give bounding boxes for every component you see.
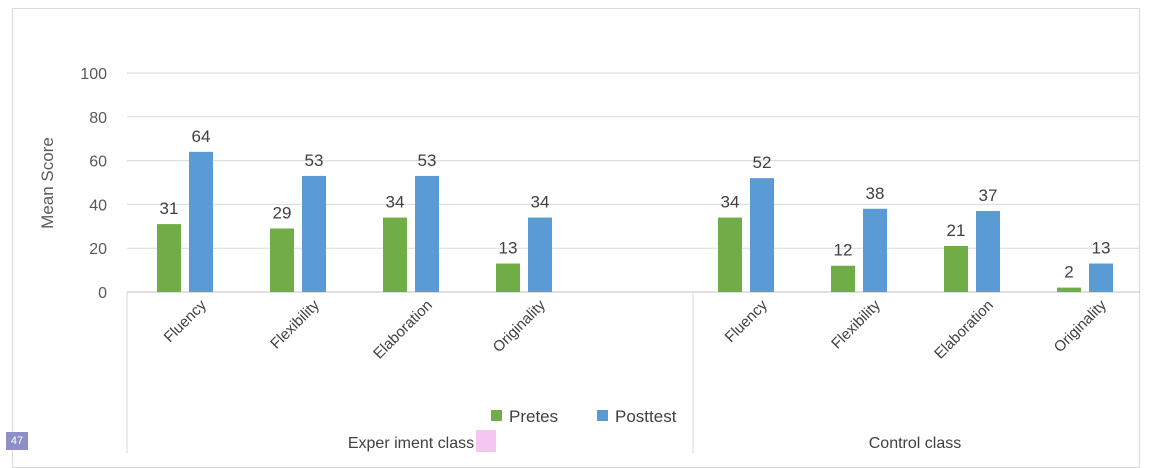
bar-pretes-7 (1057, 287, 1081, 292)
category-labels: Fluency Flexibility Elaboration Originality… (161, 296, 1111, 362)
bar-posttest-4 (750, 178, 774, 292)
bar-pretes-6 (944, 246, 968, 292)
bar-posttest-7 (1089, 263, 1113, 292)
bar-posttest-6 (976, 210, 1000, 292)
bars (157, 151, 1113, 292)
y-tick-label: 40 (89, 197, 107, 214)
bar-posttest-0 (189, 151, 213, 292)
highlight-mark (476, 430, 496, 452)
data-label: 53 (418, 151, 437, 170)
data-label: 52 (753, 153, 772, 172)
category-label: Originality (1051, 296, 1111, 356)
bar-pretes-3 (496, 263, 520, 292)
bar-posttest-2 (415, 175, 439, 292)
category-label: Fluency (161, 296, 211, 346)
data-label: 64 (192, 127, 211, 146)
data-label: 53 (305, 151, 324, 170)
data-label: 2 (1064, 263, 1073, 282)
bar-chart: 0 20 40 60 80 100 31 29 34 13 34 12 21 2 64 53 53 34 52 38… (38, 66, 1140, 453)
axes: 0 20 40 60 80 100 (80, 66, 694, 453)
bar-pretes-1 (270, 228, 294, 292)
category-label: Elaboration (370, 297, 436, 363)
data-label: 13 (1092, 239, 1111, 258)
category-label: Flexibility (828, 296, 884, 352)
category-label: Elaboration (931, 297, 997, 363)
gridlines (127, 72, 1140, 293)
legend-label-posttest: Posttest (615, 407, 677, 426)
y-axis-title: Mean Score (38, 137, 57, 229)
bar-pretes-5 (831, 265, 855, 292)
legend-swatch-pretes (491, 410, 502, 421)
legend-swatch-posttest (597, 410, 608, 421)
bar-posttest-3 (528, 217, 552, 292)
legend: Pretes Posttest (491, 407, 677, 426)
category-label: Originality (490, 296, 550, 356)
data-labels: 31 29 34 13 34 12 21 2 64 53 53 34 52 38 37 13 (160, 127, 1111, 282)
y-tick-label: 0 (98, 285, 107, 302)
bar-pretes-4 (718, 217, 742, 292)
y-tick-label: 80 (89, 110, 107, 127)
legend-label-pretes: Pretes (509, 407, 558, 426)
bar-posttest-1 (302, 175, 326, 292)
data-label: 21 (947, 221, 966, 240)
y-tick-label: 100 (80, 66, 107, 83)
category-label: Flexibility (267, 296, 323, 352)
data-label: 34 (386, 193, 405, 212)
bar-pretes-2 (383, 217, 407, 292)
data-label: 34 (531, 193, 550, 212)
data-label: 13 (499, 239, 518, 258)
data-label: 38 (866, 184, 885, 203)
data-label: 31 (160, 199, 179, 218)
data-label: 34 (721, 193, 740, 212)
page-number-badge: 47 (6, 432, 28, 450)
data-label: 29 (273, 203, 292, 222)
data-label: 37 (979, 186, 998, 205)
category-label: Fluency (722, 296, 772, 346)
y-tick-label: 20 (89, 241, 107, 258)
y-tick-label: 60 (89, 154, 107, 171)
bar-pretes-0 (157, 224, 181, 292)
bar-posttest-5 (863, 208, 887, 292)
data-label: 12 (834, 241, 853, 260)
